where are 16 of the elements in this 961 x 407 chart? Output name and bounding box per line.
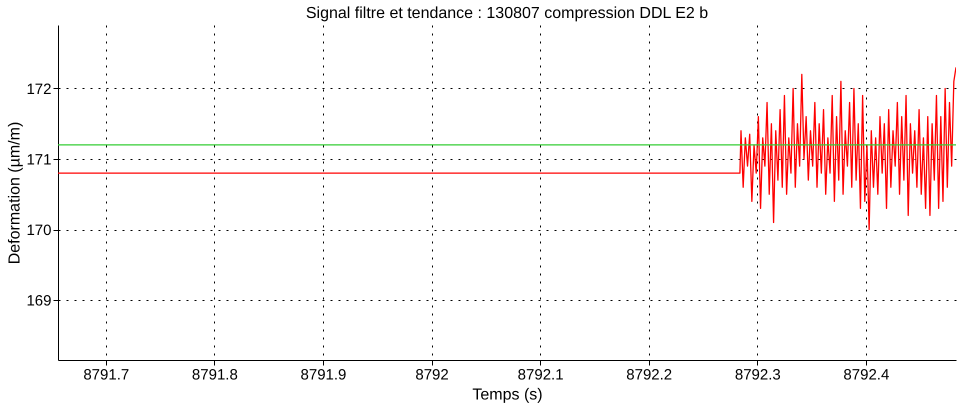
y-tick-label: 170 bbox=[26, 222, 52, 240]
x-tick-label: 8792.4 bbox=[843, 366, 890, 384]
x-axis-title: Temps (s) bbox=[472, 386, 543, 404]
line-series bbox=[58, 66, 956, 230]
x-tick-label: 8792.2 bbox=[626, 366, 672, 384]
y-tick-label: 172 bbox=[26, 80, 52, 98]
x-tick-label: 8791.7 bbox=[83, 366, 130, 384]
x-tick-label: 8791.8 bbox=[192, 366, 238, 384]
x-tick-label: 8792.1 bbox=[518, 366, 564, 384]
y-tick-label: 171 bbox=[26, 152, 52, 168]
y-tick-label: 169 bbox=[26, 292, 52, 310]
chart-title: Signal filtre et tendance : 130807 compression DDL E2 b bbox=[306, 5, 708, 22]
x-tick-label: 8792.3 bbox=[734, 366, 781, 384]
x-tick-label: 8791.9 bbox=[300, 366, 346, 384]
y-axis-title: Deformation (µm/m) bbox=[6, 122, 24, 264]
x-tick-label: 8792 bbox=[415, 366, 449, 384]
